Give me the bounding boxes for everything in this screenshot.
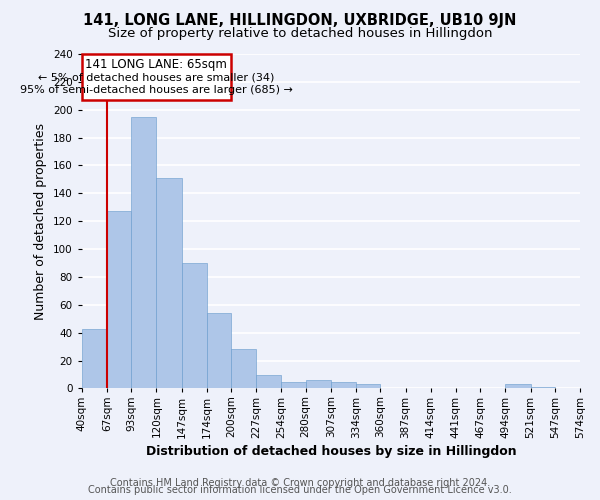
Text: 141 LONG LANE: 65sqm: 141 LONG LANE: 65sqm [85, 58, 227, 70]
Text: Contains public sector information licensed under the Open Government Licence v3: Contains public sector information licen… [88, 485, 512, 495]
Bar [157, 178, 182, 388]
Bar [331, 382, 356, 388]
X-axis label: Distribution of detached houses by size in Hillingdon: Distribution of detached houses by size … [146, 444, 516, 458]
Bar [256, 374, 281, 388]
Bar [305, 380, 331, 388]
Bar [231, 350, 256, 389]
Y-axis label: Number of detached properties: Number of detached properties [34, 122, 47, 320]
Bar [530, 387, 555, 388]
Bar [131, 116, 157, 388]
Text: Contains HM Land Registry data © Crown copyright and database right 2024.: Contains HM Land Registry data © Crown c… [110, 478, 490, 488]
Bar [82, 328, 107, 388]
Text: Size of property relative to detached houses in Hillingdon: Size of property relative to detached ho… [108, 28, 492, 40]
Bar [182, 263, 207, 388]
Bar [505, 384, 530, 388]
Text: ← 5% of detached houses are smaller (34): ← 5% of detached houses are smaller (34) [38, 73, 275, 83]
Bar [281, 382, 305, 388]
Text: 141, LONG LANE, HILLINGDON, UXBRIDGE, UB10 9JN: 141, LONG LANE, HILLINGDON, UXBRIDGE, UB… [83, 12, 517, 28]
FancyBboxPatch shape [82, 54, 231, 100]
Bar [107, 212, 131, 388]
Bar [207, 313, 231, 388]
Bar [356, 384, 380, 388]
Text: 95% of semi-detached houses are larger (685) →: 95% of semi-detached houses are larger (… [20, 85, 293, 95]
